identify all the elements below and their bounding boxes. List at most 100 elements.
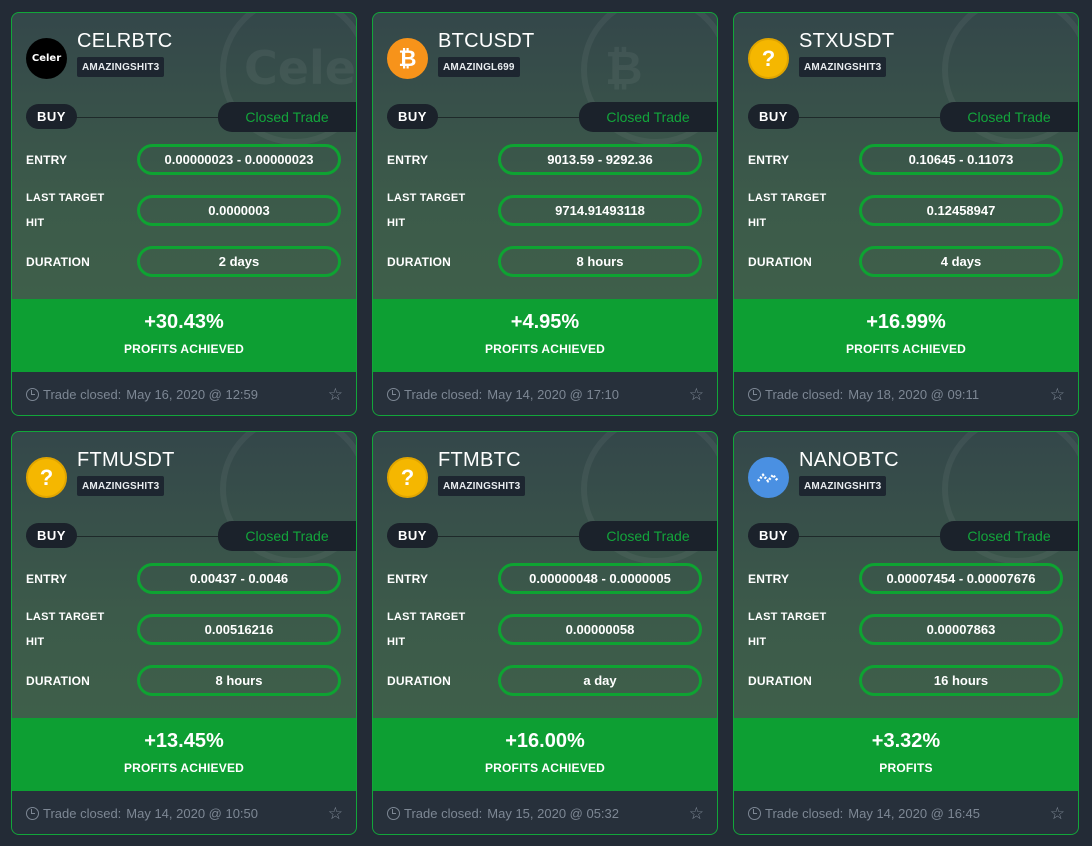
profit-banner: +16.99% PROFITS ACHIEVED: [734, 299, 1078, 372]
duration-label: DURATION: [748, 674, 813, 688]
clock-icon: [26, 388, 39, 401]
clock-icon: [387, 807, 400, 820]
entry-label: ENTRY: [748, 572, 790, 586]
star-icon[interactable]: ☆: [327, 385, 343, 405]
side-badge: BUY: [748, 104, 799, 129]
side-badge: BUY: [26, 104, 77, 129]
entry-label: ENTRY: [26, 572, 68, 586]
pair-name: CELRBTC: [77, 30, 173, 52]
profit-percent: +4.95%: [510, 311, 580, 333]
closed-trade-badge: Closed Trade: [218, 102, 356, 132]
user-badge[interactable]: AMAZINGSHIT3: [77, 57, 165, 77]
last-target-value: 0.00000058: [498, 614, 702, 645]
profit-banner: +16.00% PROFITS ACHIEVED: [373, 718, 717, 791]
profit-percent: +16.99%: [866, 311, 946, 333]
profit-label: PROFITS ACHIEVED: [123, 342, 245, 356]
trade-closed-time: May 16, 2020 @ 12:59: [126, 387, 259, 402]
entry-value: 0.00000048 - 0.0000005: [498, 563, 702, 594]
profit-banner: +3.32% PROFITS: [734, 718, 1078, 791]
entry-value: 9013.59 - 9292.36: [498, 144, 702, 175]
question-coin-icon: ?: [26, 457, 67, 498]
trade-card[interactable]: ? STXUSDT AMAZINGSHIT3 BUY Closed Trade …: [733, 12, 1079, 416]
entry-label: ENTRY: [26, 153, 68, 167]
entry-label: ENTRY: [387, 572, 429, 586]
trade-card[interactable]: Celer Celer CELRBTC AMAZINGSHIT3 BUY Clo…: [11, 12, 357, 416]
trade-card[interactable]: ₿ ₿ BTCUSDT AMAZINGL699 BUY Closed Trade…: [372, 12, 718, 416]
profit-banner: +4.95% PROFITS ACHIEVED: [373, 299, 717, 372]
entry-value: 0.00437 - 0.0046: [137, 563, 341, 594]
question-coin-icon: ?: [748, 38, 789, 79]
coin-watermark-icon: ₿: [581, 13, 717, 145]
trade-card[interactable]: NANOBTC AMAZINGSHIT3 BUY Closed Trade EN…: [733, 431, 1079, 835]
entry-value: 0.00000023 - 0.00000023: [137, 144, 341, 175]
duration-value: 4 days: [859, 246, 1063, 277]
closed-trade-badge: Closed Trade: [940, 521, 1078, 551]
entry-value: 0.10645 - 0.11073: [859, 144, 1063, 175]
trade-card[interactable]: ? FTMBTC AMAZINGSHIT3 BUY Closed Trade E…: [372, 431, 718, 835]
divider: [748, 536, 1078, 537]
last-target-label: LAST TARGET HIT: [387, 611, 466, 648]
nano-coin-icon: [748, 457, 789, 498]
duration-value: a day: [498, 665, 702, 696]
user-badge[interactable]: AMAZINGSHIT3: [799, 57, 887, 77]
clock-icon: [748, 807, 761, 820]
closed-trade-badge: Closed Trade: [218, 521, 356, 551]
profit-label: PROFITS ACHIEVED: [484, 342, 606, 356]
trade-closed-time: May 14, 2020 @ 17:10: [487, 387, 620, 402]
divider: [387, 536, 717, 537]
trade-closed-time: May 14, 2020 @ 10:50: [126, 806, 259, 821]
trade-closed-time: May 14, 2020 @ 16:45: [848, 806, 981, 821]
profit-label: PROFITS ACHIEVED: [123, 761, 245, 775]
side-badge: BUY: [387, 523, 438, 548]
star-icon[interactable]: ☆: [1049, 385, 1065, 405]
user-badge[interactable]: AMAZINGSHIT3: [77, 476, 165, 496]
user-badge[interactable]: AMAZINGSHIT3: [799, 476, 887, 496]
divider: [748, 117, 1078, 118]
profit-label: PROFITS ACHIEVED: [845, 342, 967, 356]
duration-value: 8 hours: [498, 246, 702, 277]
trade-closed-time: May 15, 2020 @ 05:32: [487, 806, 620, 821]
pair-name: BTCUSDT: [438, 30, 535, 52]
side-badge: BUY: [748, 523, 799, 548]
profit-label: PROFITS ACHIEVED: [484, 761, 606, 775]
user-badge[interactable]: AMAZINGSHIT3: [438, 476, 526, 496]
card-footer: Trade closed: May 14, 2020 @ 17:10 ☆: [373, 372, 717, 415]
closed-trade-badge: Closed Trade: [940, 102, 1078, 132]
star-icon[interactable]: ☆: [1049, 804, 1065, 824]
question-coin-icon: ?: [387, 457, 428, 498]
coin-watermark-icon: [220, 432, 356, 564]
duration-label: DURATION: [748, 255, 813, 269]
card-footer: Trade closed: May 15, 2020 @ 05:32 ☆: [373, 791, 717, 834]
last-target-value: 9714.91493118: [498, 195, 702, 226]
duration-value: 16 hours: [859, 665, 1063, 696]
trade-closed-label: Trade closed:: [765, 806, 844, 821]
side-badge: BUY: [26, 523, 77, 548]
star-icon[interactable]: ☆: [688, 385, 704, 405]
last-target-value: 0.12458947: [859, 195, 1063, 226]
last-target-label: LAST TARGET HIT: [748, 192, 827, 229]
last-target-label: LAST TARGET HIT: [387, 192, 466, 229]
closed-trade-badge: Closed Trade: [579, 102, 717, 132]
coin-watermark-icon: Celer: [220, 13, 356, 145]
user-badge[interactable]: AMAZINGL699: [438, 57, 520, 77]
star-icon[interactable]: ☆: [327, 804, 343, 824]
pair-name: FTMBTC: [438, 449, 521, 471]
divider: [26, 536, 356, 537]
last-target-value: 0.0000003: [137, 195, 341, 226]
duration-value: 8 hours: [137, 665, 341, 696]
card-footer: Trade closed: May 16, 2020 @ 12:59 ☆: [12, 372, 356, 415]
star-icon[interactable]: ☆: [688, 804, 704, 824]
card-footer: Trade closed: May 18, 2020 @ 09:11 ☆: [734, 372, 1078, 415]
coin-watermark-icon: [942, 432, 1078, 564]
last-target-label: LAST TARGET HIT: [26, 192, 105, 229]
pair-name: FTMUSDT: [77, 449, 175, 471]
coin-watermark-icon: [942, 13, 1078, 145]
last-target-value: 0.00007863: [859, 614, 1063, 645]
clock-icon: [748, 388, 761, 401]
coin-watermark-icon: [581, 432, 717, 564]
entry-label: ENTRY: [387, 153, 429, 167]
trade-closed-time: May 18, 2020 @ 09:11: [848, 387, 980, 402]
trade-card[interactable]: ? FTMUSDT AMAZINGSHIT3 BUY Closed Trade …: [11, 431, 357, 835]
divider: [26, 117, 356, 118]
celer-coin-icon: Celer: [26, 38, 67, 79]
